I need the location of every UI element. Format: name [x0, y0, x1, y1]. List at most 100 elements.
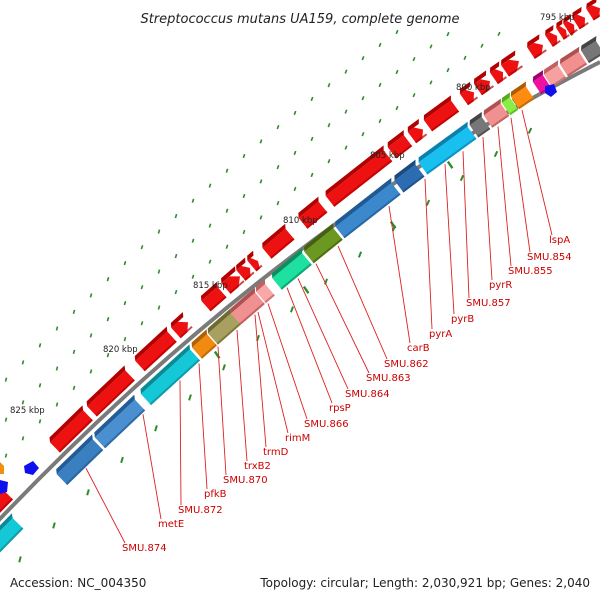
gene-block [140, 344, 201, 406]
scale-dot [395, 29, 399, 35]
marker-glyph [545, 84, 557, 97]
label-leader [424, 178, 433, 330]
kbp-label: 800 kbp [456, 83, 491, 93]
scale-dot [55, 326, 59, 331]
scale-dot [52, 522, 56, 529]
gene-block [527, 34, 547, 59]
scale-dot [89, 293, 93, 298]
scale-dot [38, 419, 42, 424]
scale-dot [106, 353, 110, 358]
scale-dot [378, 82, 382, 88]
gene-block [221, 266, 245, 294]
gene-block [262, 223, 295, 259]
gene-block [423, 95, 460, 132]
scale-dot [208, 223, 212, 228]
gene-label: SMU.866 [304, 419, 349, 430]
label-leader [179, 380, 182, 506]
scale-dot [208, 183, 212, 188]
scale-dot [276, 164, 280, 170]
label-leader [85, 468, 126, 544]
gene-block [236, 257, 255, 281]
kbp-tick [302, 285, 310, 294]
map-title: Streptococcus mutans UA159, complete gen… [140, 12, 459, 27]
scale-dot [55, 402, 59, 407]
scale-dot [38, 383, 42, 388]
scale-dot [225, 168, 229, 173]
gene-block [556, 19, 570, 40]
scale-dot [38, 343, 42, 348]
gene-block [394, 159, 425, 193]
scale-dot [412, 56, 416, 62]
gene-block [94, 394, 146, 449]
label-leader [388, 206, 411, 344]
scale-dot [154, 425, 158, 432]
scale-dot [191, 274, 195, 279]
gene-block [49, 405, 93, 453]
scale-dot [225, 208, 229, 213]
gene-block [559, 46, 588, 77]
scale-dot [72, 385, 76, 391]
gene-label: SMU.863 [366, 373, 411, 384]
gene-label: trmD [263, 447, 289, 458]
gene-block [510, 81, 535, 110]
scale-dot [276, 124, 280, 130]
scale-dot [106, 317, 110, 322]
scale-dot [293, 110, 297, 116]
kbp-labels-layer: 795 kbp 800 kbp 805 kbp 810 kbp 815 kbp 820 k… [10, 13, 575, 416]
gene-label: pfkB [204, 489, 227, 500]
misc-features-layer [0, 84, 557, 494]
scale-dot [463, 55, 467, 60]
scale-dot [191, 238, 195, 243]
gene-label: lspA [549, 235, 570, 246]
scale-dot [123, 260, 127, 266]
scale-dot [191, 198, 195, 203]
scale-dot [327, 123, 331, 128]
scale-dot [242, 153, 246, 159]
gene-block [387, 130, 413, 159]
scale-dot [361, 56, 365, 61]
gene-block [271, 248, 312, 290]
gene-block [501, 50, 523, 77]
gene-block [255, 279, 275, 304]
label-leader [521, 110, 553, 236]
scale-dot [310, 172, 314, 178]
gene-label: pyrR [489, 280, 512, 291]
gene-label: pyrA [429, 329, 452, 340]
scale-dot [395, 69, 399, 75]
gene-label: rimM [285, 433, 310, 444]
scale-dot [174, 253, 178, 259]
gene-block [247, 250, 263, 272]
label-leader [254, 314, 267, 448]
gene-block [543, 60, 567, 88]
kbp-label: 815 kbp [193, 281, 228, 291]
scale-dot [120, 456, 124, 464]
scale-dot [378, 118, 382, 124]
marker-glyph [24, 461, 39, 475]
label-leader [510, 117, 531, 253]
scale-dot [259, 179, 263, 184]
scale-dot [72, 309, 76, 315]
gene-label: rpsP [329, 403, 351, 414]
gene-block [563, 13, 578, 36]
scale-dot [123, 336, 127, 342]
scale-dot [412, 92, 416, 98]
scale-dot [21, 360, 25, 365]
scale-dot [106, 277, 110, 282]
gene-block [170, 312, 193, 339]
gene-label: trxB2 [244, 461, 271, 472]
scale-dot [361, 132, 365, 137]
label-leader [267, 303, 308, 420]
kbp-label: 810 kbp [283, 216, 318, 226]
scale-dot [276, 200, 280, 206]
gene-block [230, 287, 265, 325]
gene-label: SMU.862 [384, 359, 429, 370]
kbp-label: 795 kbp [540, 13, 575, 23]
gene-label: SMU.870 [223, 475, 268, 486]
scale-dot [259, 139, 263, 144]
scale-dot [344, 109, 348, 114]
scale-dot [4, 453, 8, 458]
scale-dot [290, 306, 294, 313]
reverse-genes-track [0, 35, 600, 558]
gene-label: SMU.872 [178, 505, 223, 516]
scale-dot [157, 229, 161, 234]
